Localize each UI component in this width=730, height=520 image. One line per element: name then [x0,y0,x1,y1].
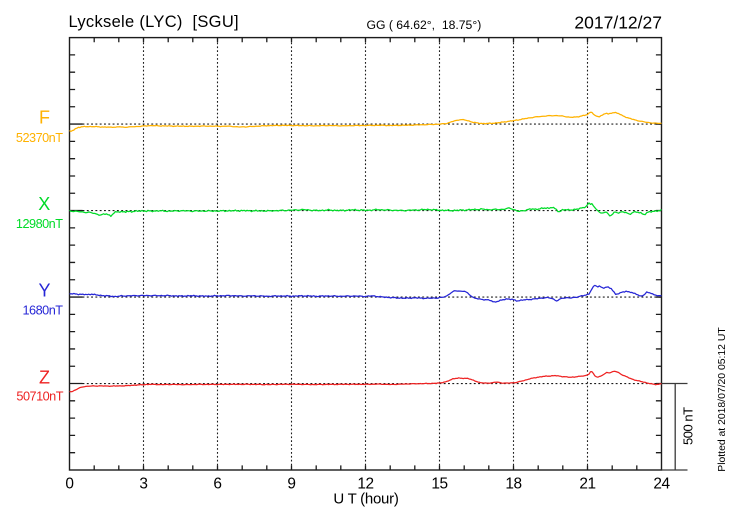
svg-text:21: 21 [579,476,595,493]
svg-text:GG ( 64.62°, 18.75°): GG ( 64.62°, 18.75°) [367,18,482,32]
svg-text:12980nT: 12980nT [16,217,63,231]
svg-text:0: 0 [65,476,73,493]
svg-text:2017/12/27: 2017/12/27 [574,12,662,32]
svg-text:18: 18 [505,476,521,493]
svg-text:500 nT: 500 nT [681,407,696,445]
svg-text:3: 3 [139,476,147,493]
svg-text:1680nT: 1680nT [22,303,63,317]
svg-text:24: 24 [653,476,670,493]
svg-text:9: 9 [287,476,295,493]
svg-text:12: 12 [357,476,373,493]
svg-text:F: F [39,108,50,128]
svg-text:X: X [38,194,50,214]
svg-text:Lycksele (LYC) [SGU]: Lycksele (LYC) [SGU] [69,13,239,31]
svg-text:6: 6 [213,476,221,493]
svg-text:50710nT: 50710nT [16,390,63,404]
svg-text:Y: Y [38,280,50,300]
svg-text:15: 15 [431,476,447,493]
svg-text:52370nT: 52370nT [16,131,63,145]
svg-text:Z: Z [39,367,50,387]
svg-text:U T (hour): U T (hour) [333,491,399,508]
svg-text:Plotted at 2018/07/20 05:12 UT: Plotted at 2018/07/20 05:12 UT [717,327,728,472]
